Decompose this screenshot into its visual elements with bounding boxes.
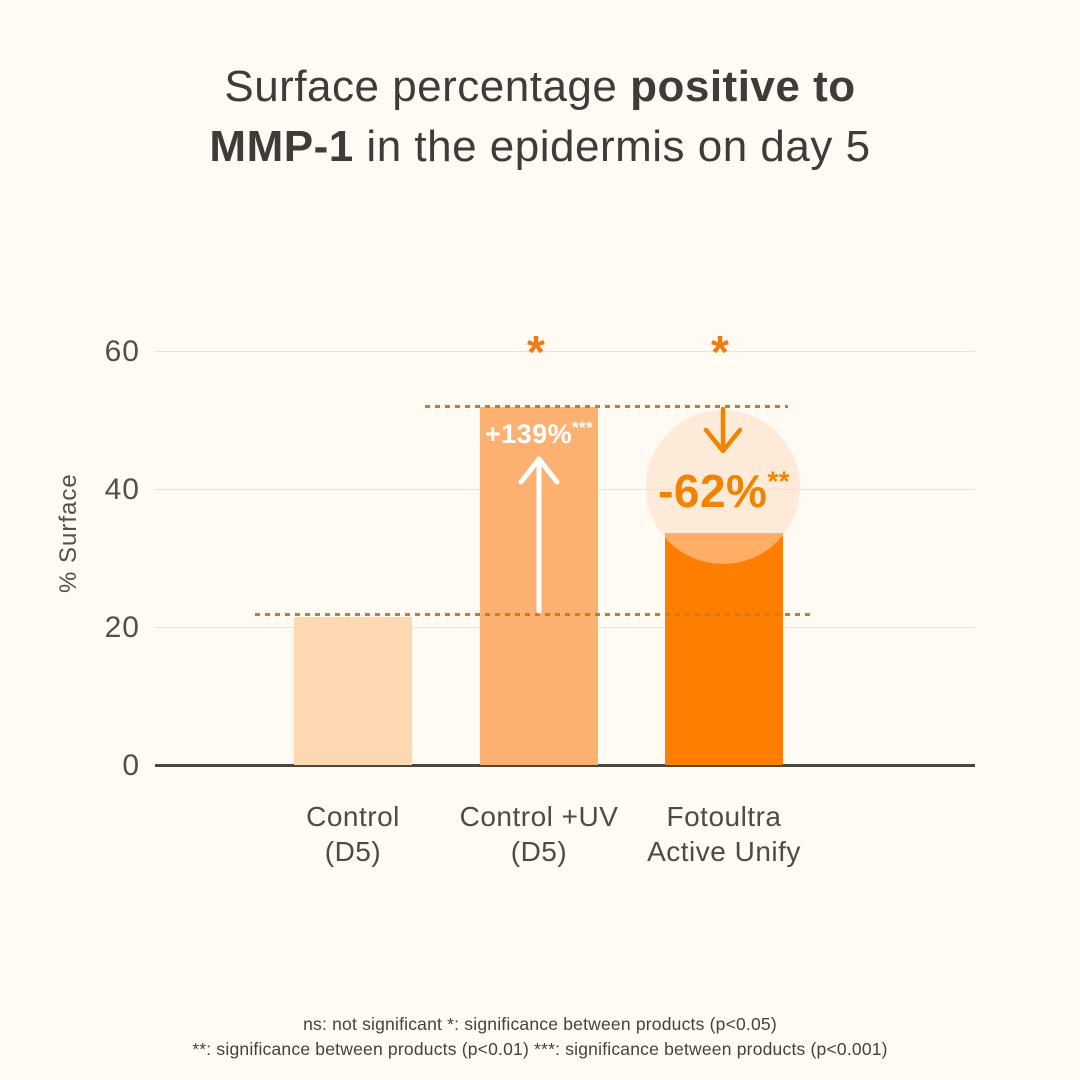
chart-title: Surface percentage positive to MMP-1 in … xyxy=(0,57,1080,177)
bar-control-uv-d5 xyxy=(480,407,598,765)
x-label-fotoultra: Fotoultra Active Unify xyxy=(647,801,801,867)
title-line2: MMP-1 in the epidermis on day 5 xyxy=(209,122,871,171)
bar-fotoultra-active-unify xyxy=(665,533,783,765)
y-tick-20: 20 xyxy=(104,611,140,644)
significance-asterisk-fotoultra: * xyxy=(711,326,729,378)
reference-line-52 xyxy=(425,405,788,408)
x-label-control-uv: Control +UV (D5) xyxy=(459,801,619,867)
x-axis-line xyxy=(155,764,975,767)
significance-asterisk-control-uv: * xyxy=(527,326,545,378)
title-line1: Surface percentage positive to xyxy=(224,62,856,111)
footnote-line1: ns: not significant *: significance betw… xyxy=(303,1014,777,1034)
y-tick-60: 60 xyxy=(104,335,140,368)
y-tick-40: 40 xyxy=(104,473,140,506)
gridline-60 xyxy=(155,351,975,352)
x-label-control: Control (D5) xyxy=(306,801,400,867)
increase-annotation: +139%*** xyxy=(484,418,594,449)
y-axis-label: % Surface xyxy=(55,473,82,593)
reference-line-22 xyxy=(255,613,813,616)
y-tick-0: 0 xyxy=(122,749,140,782)
footnote-line2: **: significance between products (p<0.0… xyxy=(192,1039,888,1059)
bar-control-d5 xyxy=(294,617,412,765)
decrease-annotation: -62%** xyxy=(658,465,790,517)
